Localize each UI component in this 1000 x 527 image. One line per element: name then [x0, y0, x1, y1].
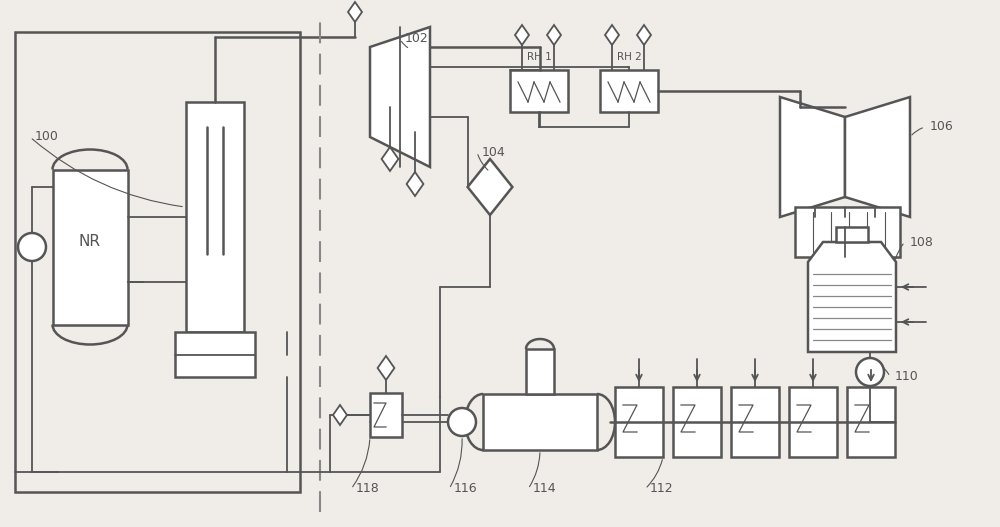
Bar [52, 170, 128, 325]
Bar [186, 102, 244, 332]
Text: 110: 110 [895, 370, 919, 384]
Bar [836, 227, 868, 242]
Bar [370, 393, 402, 437]
Bar [15, 32, 300, 492]
Polygon shape [845, 97, 910, 217]
Text: 104: 104 [482, 145, 506, 159]
Polygon shape [370, 27, 430, 167]
Circle shape [448, 408, 476, 436]
Bar [795, 207, 900, 257]
Polygon shape [348, 2, 362, 22]
Text: 116: 116 [454, 483, 478, 495]
Text: 106: 106 [930, 121, 954, 133]
Polygon shape [382, 147, 398, 171]
Bar [847, 387, 895, 457]
Circle shape [856, 358, 884, 386]
Bar [600, 70, 658, 112]
Bar [673, 387, 721, 457]
Polygon shape [780, 97, 845, 217]
Text: 114: 114 [533, 483, 557, 495]
Bar [789, 387, 837, 457]
Bar [175, 332, 255, 377]
Text: 100: 100 [35, 131, 59, 143]
Bar [615, 387, 663, 457]
Text: NR: NR [79, 235, 101, 249]
Text: 102: 102 [405, 33, 429, 45]
Bar [483, 394, 597, 450]
Text: 118: 118 [356, 483, 380, 495]
Text: RH 2: RH 2 [617, 52, 641, 62]
Text: RH 1: RH 1 [527, 52, 551, 62]
Polygon shape [378, 356, 394, 380]
Polygon shape [333, 405, 347, 425]
Text: 108: 108 [910, 236, 934, 249]
Bar [510, 70, 568, 112]
Polygon shape [547, 25, 561, 45]
Circle shape [18, 233, 46, 261]
Polygon shape [637, 25, 651, 45]
Polygon shape [808, 242, 896, 352]
Bar [526, 349, 554, 394]
Polygon shape [407, 172, 423, 196]
Text: 112: 112 [650, 483, 674, 495]
Polygon shape [468, 159, 512, 215]
Polygon shape [515, 25, 529, 45]
Bar [731, 387, 779, 457]
Polygon shape [605, 25, 619, 45]
